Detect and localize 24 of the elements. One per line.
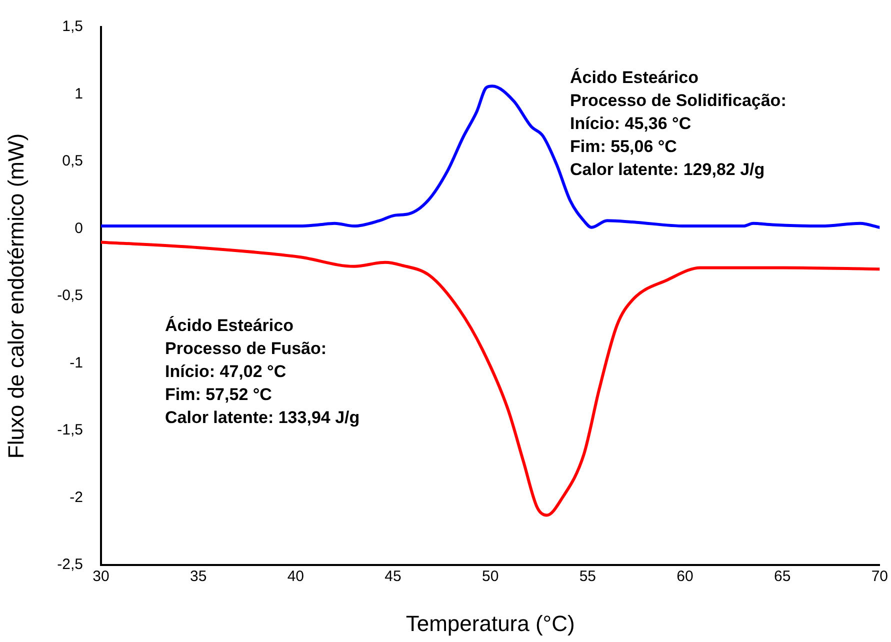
line-series [101,240,880,517]
y-tick-label: -0,5 [57,287,83,304]
x-tick-label: 60 [676,568,694,586]
x-tick-label: 70 [871,568,888,586]
line-series [101,84,880,229]
y-tick-label: 1,5 [62,18,83,36]
x-tick-label: 45 [384,568,402,586]
x-axis-title: Temperatura (°C) [406,610,575,636]
y-tick-label: 0 [74,220,83,237]
x-tick-label: 30 [92,568,110,586]
y-tick-label: 0,5 [62,152,83,170]
x-tick-label: 35 [190,568,207,586]
x-tick-label: 40 [287,568,304,586]
y-tick-label: 1 [74,85,83,102]
x-tick-label: 50 [482,568,499,586]
y-tick-label: -1 [70,354,83,372]
y-tick-label: -1,5 [57,422,83,439]
x-tick-label: 55 [579,568,596,586]
y-axis-title: Fluxo de calor endotérmico (mW) [3,133,28,459]
x-tick-label: 65 [774,568,791,586]
y-tick-label: -2,5 [57,556,83,574]
y-tick-label: -2 [70,488,83,506]
annotation: Ácido Esteárico Processo de Fusão: Início: 47,02 °C Fim: 57,52 °C Calor latente: 133,94 J/g [165,315,360,429]
annotation: Ácido Esteárico Processo de Solidificação: Início: 45,36 °C Fim: 55,06 °C Calor latente: 129,82 J/g [570,67,786,181]
